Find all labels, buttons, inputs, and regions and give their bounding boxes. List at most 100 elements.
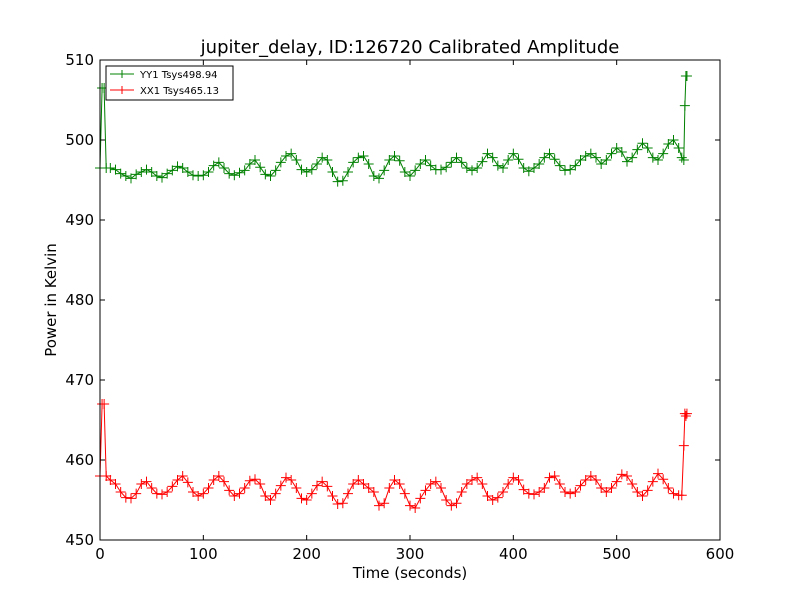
data-point xyxy=(681,408,692,419)
data-point xyxy=(451,498,462,509)
data-point xyxy=(461,163,472,173)
data-point xyxy=(658,148,669,159)
data-point xyxy=(425,160,436,171)
data-point xyxy=(182,167,193,177)
data-point xyxy=(565,164,576,175)
data-point xyxy=(606,483,617,493)
legend-label-xx1: XX1 Tsys465.13 xyxy=(140,86,219,97)
y-tick-label: 480 xyxy=(65,291,94,309)
data-point xyxy=(554,479,565,489)
data-point xyxy=(126,493,136,504)
y-tick-label: 490 xyxy=(65,211,94,229)
data-point xyxy=(596,159,607,169)
x-tick-label: 600 xyxy=(706,545,735,563)
series-line xyxy=(99,75,687,183)
data-point xyxy=(653,468,663,479)
data-point xyxy=(312,159,322,169)
data-point xyxy=(110,164,121,175)
data-point xyxy=(580,475,591,485)
data-point xyxy=(105,475,116,485)
data-point xyxy=(611,143,622,153)
x-tick-label: 500 xyxy=(602,545,631,563)
data-point xyxy=(306,488,317,499)
data-point xyxy=(260,491,271,501)
data-point xyxy=(203,483,214,493)
data-point xyxy=(244,475,255,486)
data-point xyxy=(616,469,627,480)
data-point xyxy=(255,479,266,489)
data-point xyxy=(363,483,374,493)
data-point xyxy=(461,479,472,489)
data-point xyxy=(255,162,266,173)
data-point xyxy=(115,487,126,497)
data-point xyxy=(575,155,586,165)
data-point xyxy=(415,493,426,504)
data-point xyxy=(420,155,431,165)
data-point xyxy=(642,143,653,153)
data-point xyxy=(136,167,147,177)
data-point xyxy=(286,148,297,159)
data-point xyxy=(105,163,116,173)
data-point xyxy=(296,493,307,504)
data-point xyxy=(637,138,648,149)
legend-marker-xx1 xyxy=(118,86,126,94)
data-point xyxy=(482,491,493,501)
data-point xyxy=(632,144,643,155)
data-point xyxy=(508,148,519,159)
data-point xyxy=(327,491,338,501)
data-point xyxy=(327,167,338,177)
data-point xyxy=(234,167,245,178)
data-point xyxy=(513,475,524,485)
data-point xyxy=(405,171,415,181)
data-point xyxy=(560,165,570,176)
data-point xyxy=(343,167,353,177)
data-point xyxy=(332,499,343,509)
data-point xyxy=(332,176,343,187)
data-point xyxy=(529,163,539,173)
data-point xyxy=(126,173,136,184)
data-point xyxy=(591,475,601,485)
x-axis-label: Time (seconds) xyxy=(352,564,468,582)
data-point xyxy=(570,487,581,497)
data-point xyxy=(560,487,570,497)
data-point xyxy=(436,164,446,175)
data-point xyxy=(673,143,684,153)
data-point xyxy=(353,475,364,485)
x-tick-label: 400 xyxy=(499,545,528,563)
data-point xyxy=(188,170,198,181)
data-point xyxy=(141,476,152,487)
data-point xyxy=(265,171,276,181)
data-point xyxy=(384,483,395,493)
data-point xyxy=(213,157,224,168)
data-point xyxy=(337,175,348,186)
data-point xyxy=(358,151,369,161)
data-point xyxy=(399,488,410,499)
data-point xyxy=(115,168,126,179)
data-point xyxy=(513,154,524,165)
data-point xyxy=(151,488,162,499)
data-point xyxy=(611,476,622,487)
data-point xyxy=(554,160,565,171)
data-point xyxy=(441,495,452,505)
data-point xyxy=(110,479,121,489)
data-point xyxy=(668,135,679,145)
data-point xyxy=(193,491,204,501)
data-point xyxy=(291,155,302,165)
data-point xyxy=(244,159,255,169)
data-point xyxy=(580,151,591,161)
data-point xyxy=(680,411,691,421)
data-point xyxy=(265,495,276,505)
data-point xyxy=(146,167,157,177)
data-point xyxy=(353,152,364,163)
data-point xyxy=(374,173,384,184)
legend: YY1 Tsys498.94 XX1 Tsys465.13 xyxy=(105,65,234,101)
data-point xyxy=(591,152,601,163)
data-point xyxy=(317,152,328,163)
data-point xyxy=(477,156,488,167)
data-point xyxy=(234,488,245,499)
data-point xyxy=(203,167,214,177)
data-point xyxy=(146,483,157,493)
data-point xyxy=(213,471,224,481)
data-point xyxy=(549,471,560,481)
data-point xyxy=(467,165,477,176)
